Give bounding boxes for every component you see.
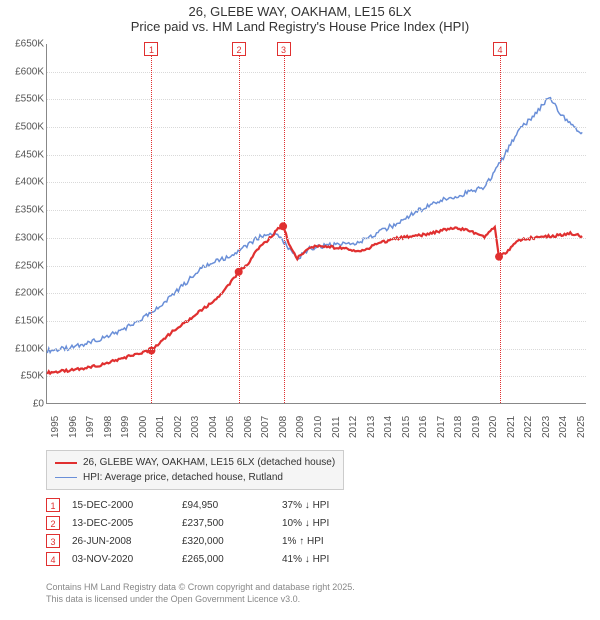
x-tick-label: 1999 — [120, 416, 131, 438]
y-tick-label: £300K — [2, 232, 44, 243]
sale-dot — [495, 253, 503, 261]
event-delta: 1% ↑ HPI — [282, 532, 341, 550]
legend-label: HPI: Average price, detached house, Rutl… — [83, 472, 283, 483]
x-tick-label: 1998 — [103, 416, 114, 438]
x-tick-label: 2008 — [278, 416, 289, 438]
x-tick-label: 2025 — [576, 416, 587, 438]
x-tick-label: 2011 — [331, 416, 342, 438]
x-tick-label: 1997 — [85, 416, 96, 438]
footer-line2: This data is licensed under the Open Gov… — [46, 594, 355, 606]
y-tick-label: £200K — [2, 288, 44, 299]
event-delta: 41% ↓ HPI — [282, 550, 341, 568]
title-subtitle: Price paid vs. HM Land Registry's House … — [0, 19, 600, 34]
x-tick-label: 2001 — [155, 416, 166, 438]
legend-swatch — [55, 477, 77, 478]
x-tick-label: 2010 — [313, 416, 324, 438]
event-price: £94,950 — [182, 496, 282, 514]
x-tick-label: 2015 — [401, 416, 412, 438]
event-price: £320,000 — [182, 532, 282, 550]
x-tick-label: 2000 — [138, 416, 149, 438]
event-date: 03-NOV-2020 — [72, 550, 182, 568]
sale-marker-4: 4 — [493, 42, 507, 56]
event-price: £265,000 — [182, 550, 282, 568]
event-date: 26-JUN-2008 — [72, 532, 182, 550]
sale-marker-2: 2 — [232, 42, 246, 56]
x-tick-label: 2018 — [453, 416, 464, 438]
event-delta: 10% ↓ HPI — [282, 514, 341, 532]
event-marker-3: 3 — [46, 534, 60, 548]
x-tick-label: 2005 — [225, 416, 236, 438]
title-address: 26, GLEBE WAY, OAKHAM, LE15 6LX — [0, 4, 600, 19]
x-tick-label: 2012 — [348, 416, 359, 438]
legend-item: 26, GLEBE WAY, OAKHAM, LE15 6LX (detache… — [55, 455, 335, 470]
footer-line1: Contains HM Land Registry data © Crown c… — [46, 582, 355, 594]
sale-marker-1: 1 — [144, 42, 158, 56]
x-tick-label: 2006 — [243, 416, 254, 438]
x-tick-label: 2020 — [488, 416, 499, 438]
legend-swatch — [55, 462, 77, 464]
event-row: 2 13-DEC-2005£237,50010% ↓ HPI — [46, 514, 341, 532]
legend-item: HPI: Average price, detached house, Rutl… — [55, 470, 335, 485]
event-date: 15-DEC-2000 — [72, 496, 182, 514]
x-tick-label: 2023 — [541, 416, 552, 438]
x-tick-label: 2004 — [208, 416, 219, 438]
event-marker-1: 1 — [46, 498, 60, 512]
y-tick-label: £50K — [2, 371, 44, 382]
chart-container: 26, GLEBE WAY, OAKHAM, LE15 6LX Price pa… — [0, 0, 600, 620]
y-tick-label: £600K — [2, 66, 44, 77]
x-tick-label: 2022 — [523, 416, 534, 438]
x-tick-label: 2014 — [383, 416, 394, 438]
event-delta: 37% ↓ HPI — [282, 496, 341, 514]
x-tick-label: 2009 — [295, 416, 306, 438]
title-block: 26, GLEBE WAY, OAKHAM, LE15 6LX Price pa… — [0, 0, 600, 36]
x-tick-label: 2013 — [366, 416, 377, 438]
event-row: 3 26-JUN-2008£320,0001% ↑ HPI — [46, 532, 341, 550]
event-date: 13-DEC-2005 — [72, 514, 182, 532]
y-tick-label: £100K — [2, 343, 44, 354]
events-table: 1 15-DEC-2000£94,95037% ↓ HPI 2 13-DEC-2005… — [46, 496, 341, 568]
y-tick-label: £150K — [2, 315, 44, 326]
x-tick-label: 1995 — [50, 416, 61, 438]
sale-marker-3: 3 — [277, 42, 291, 56]
event-marker-4: 4 — [46, 552, 60, 566]
event-price: £237,500 — [182, 514, 282, 532]
y-tick-label: £400K — [2, 177, 44, 188]
x-tick-label: 1996 — [68, 416, 79, 438]
y-tick-label: £550K — [2, 94, 44, 105]
series-hpi — [47, 98, 582, 353]
x-tick-label: 2024 — [558, 416, 569, 438]
x-tick-label: 2021 — [506, 416, 517, 438]
y-tick-label: £500K — [2, 122, 44, 133]
y-tick-label: £450K — [2, 149, 44, 160]
footer-attribution: Contains HM Land Registry data © Crown c… — [46, 582, 355, 605]
legend-label: 26, GLEBE WAY, OAKHAM, LE15 6LX (detache… — [83, 457, 335, 468]
event-marker-2: 2 — [46, 516, 60, 530]
y-tick-label: £650K — [2, 39, 44, 50]
x-tick-label: 2003 — [190, 416, 201, 438]
x-tick-label: 2017 — [436, 416, 447, 438]
x-tick-label: 2007 — [260, 416, 271, 438]
y-tick-label: £250K — [2, 260, 44, 271]
x-tick-label: 2019 — [471, 416, 482, 438]
event-row: 4 03-NOV-2020£265,00041% ↓ HPI — [46, 550, 341, 568]
y-tick-label: £0 — [2, 399, 44, 410]
plot-area: 1 2 3 4 — [46, 44, 586, 404]
y-tick-label: £350K — [2, 205, 44, 216]
x-tick-label: 2016 — [418, 416, 429, 438]
event-row: 1 15-DEC-2000£94,95037% ↓ HPI — [46, 496, 341, 514]
legend: 26, GLEBE WAY, OAKHAM, LE15 6LX (detache… — [46, 450, 344, 490]
x-tick-label: 2002 — [173, 416, 184, 438]
